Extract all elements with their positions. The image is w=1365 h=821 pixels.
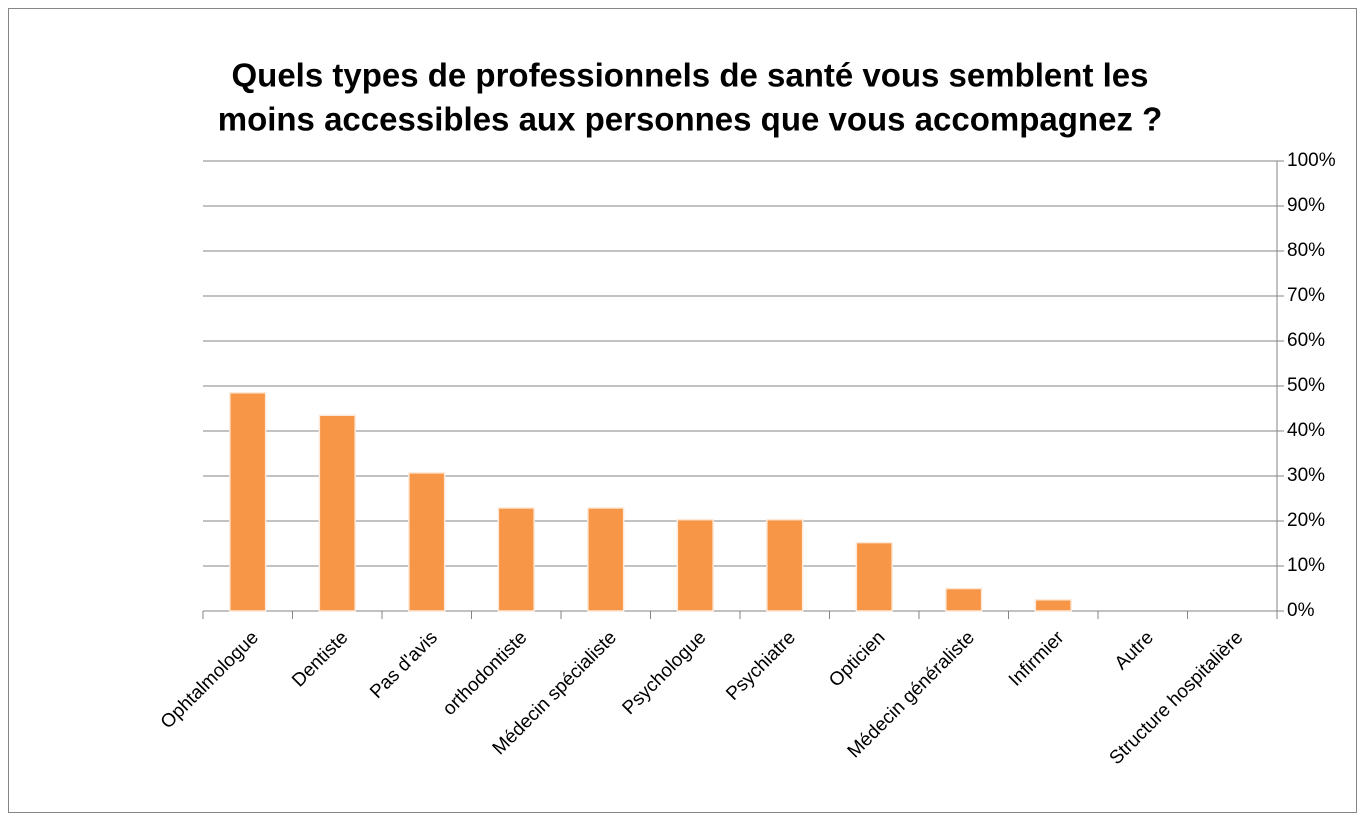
y-tick-label: 80%	[1287, 240, 1325, 261]
y-tick-label: 40%	[1287, 420, 1325, 441]
y-tick-label: 70%	[1287, 285, 1325, 306]
y-tick-label: 100%	[1287, 150, 1336, 171]
bar	[587, 507, 625, 612]
bar	[408, 472, 446, 612]
bar	[229, 392, 267, 612]
bar	[676, 518, 714, 612]
y-tick-label: 0%	[1287, 600, 1315, 621]
y-tick-label: 50%	[1287, 375, 1325, 396]
bar	[497, 507, 535, 612]
bar	[945, 587, 983, 612]
bar	[1034, 599, 1072, 612]
bar	[318, 414, 356, 612]
bar	[855, 541, 893, 612]
y-tick-label: 90%	[1287, 195, 1325, 216]
y-tick-label: 10%	[1287, 555, 1325, 576]
chart-title: Quels types de professionnels de santé v…	[232, 57, 1149, 94]
y-tick-label: 30%	[1287, 465, 1325, 486]
y-tick-label: 20%	[1287, 510, 1325, 531]
chart-title: moins accessibles aux personnes que vous…	[218, 101, 1163, 138]
bar	[766, 518, 804, 612]
y-tick-label: 60%	[1287, 330, 1325, 351]
